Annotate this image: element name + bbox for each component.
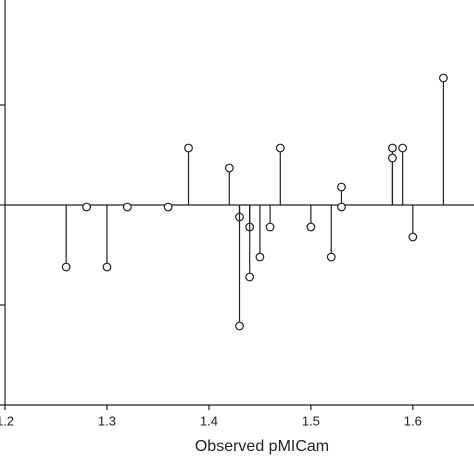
marker <box>235 321 244 331</box>
marker <box>82 202 91 212</box>
marker <box>388 143 397 153</box>
x-tick-label: 1.4 <box>200 413 218 428</box>
marker <box>102 262 112 272</box>
marker <box>439 73 448 83</box>
marker <box>326 252 336 262</box>
marker <box>275 143 285 153</box>
x-tick-label: 1.5 <box>302 413 320 428</box>
x-axis-title: Observed pMICam <box>195 438 329 455</box>
marker <box>245 272 255 282</box>
marker <box>255 252 265 262</box>
marker <box>61 262 71 272</box>
marker <box>163 202 173 212</box>
x-tick-label: 1.3 <box>98 413 116 428</box>
marker <box>398 143 408 153</box>
marker <box>388 153 397 163</box>
x-tick-label: 1.6 <box>404 413 422 428</box>
marker <box>306 222 316 232</box>
marker <box>122 202 132 212</box>
marker <box>337 202 346 212</box>
marker <box>184 143 193 153</box>
marker <box>337 182 346 192</box>
marker <box>408 232 418 242</box>
x-tick-label: 1.2 <box>0 413 14 428</box>
marker <box>265 222 275 232</box>
marker <box>224 163 234 173</box>
